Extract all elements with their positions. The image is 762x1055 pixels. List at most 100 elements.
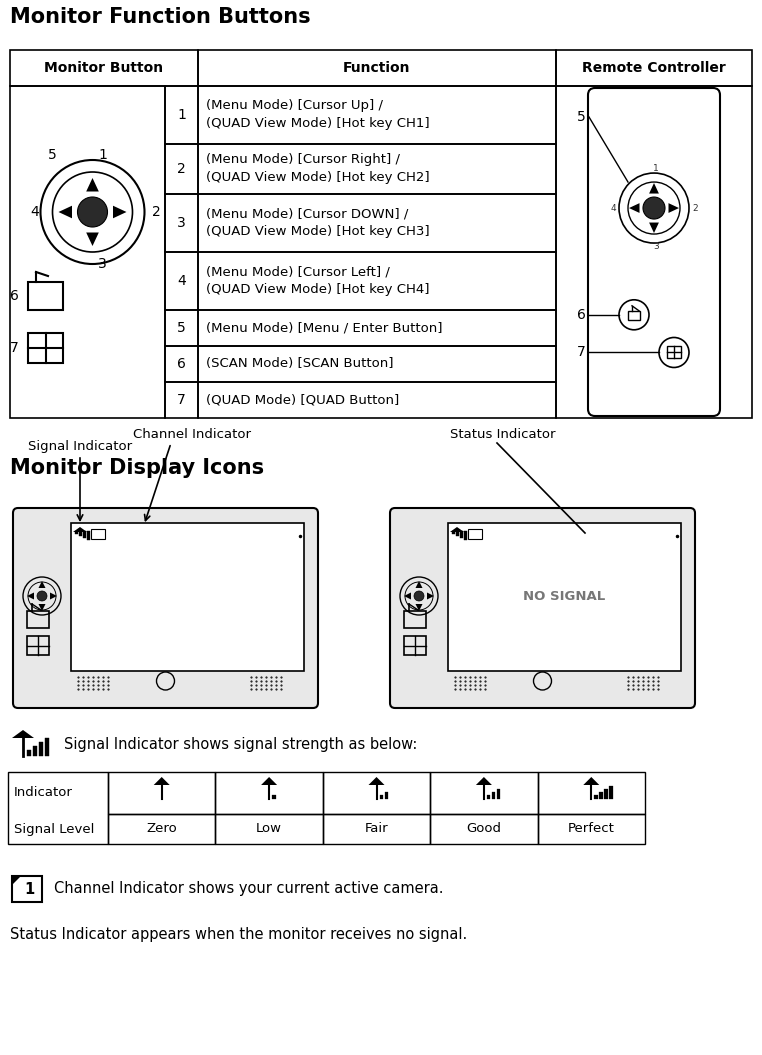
Bar <box>198 87 556 143</box>
Text: Low: Low <box>256 823 282 836</box>
Polygon shape <box>50 593 57 599</box>
Text: 6: 6 <box>577 308 585 322</box>
Bar <box>216 772 323 814</box>
Polygon shape <box>427 593 434 599</box>
Bar <box>456 531 459 536</box>
Polygon shape <box>12 876 21 885</box>
Bar <box>464 531 467 540</box>
Text: 5: 5 <box>577 110 585 124</box>
Bar <box>165 310 198 346</box>
Bar <box>497 789 501 799</box>
Polygon shape <box>261 776 277 785</box>
Bar <box>28 333 63 363</box>
Bar <box>604 789 608 799</box>
Bar <box>379 795 383 799</box>
Bar <box>165 87 198 143</box>
FancyBboxPatch shape <box>588 88 720 416</box>
Text: Signal Indicator: Signal Indicator <box>28 440 132 453</box>
Polygon shape <box>649 183 659 193</box>
Text: Remote Controller: Remote Controller <box>582 61 726 75</box>
Text: 5: 5 <box>48 148 57 162</box>
Text: (QUAD View Mode) [Hot key CH4]: (QUAD View Mode) [Hot key CH4] <box>206 284 430 296</box>
Text: Monitor Function Buttons: Monitor Function Buttons <box>10 7 311 27</box>
Bar <box>10 50 198 87</box>
Polygon shape <box>86 232 99 246</box>
Text: 5: 5 <box>177 321 186 335</box>
FancyBboxPatch shape <box>13 509 318 708</box>
Text: (QUAD View Mode) [Hot key CH2]: (QUAD View Mode) [Hot key CH2] <box>206 172 430 185</box>
Polygon shape <box>476 776 492 785</box>
Text: NO SIGNAL: NO SIGNAL <box>523 591 606 603</box>
Bar <box>198 143 556 194</box>
Bar <box>599 792 603 799</box>
Text: Monitor Button: Monitor Button <box>44 61 164 75</box>
Bar <box>556 87 752 418</box>
Polygon shape <box>649 223 659 233</box>
Bar <box>165 194 198 252</box>
Bar <box>448 523 681 671</box>
Bar <box>28 282 63 310</box>
Text: (Menu Mode) [Cursor Left] /: (Menu Mode) [Cursor Left] / <box>206 266 390 279</box>
Text: Function: Function <box>343 61 411 75</box>
Bar <box>492 792 495 799</box>
Text: Signal Level: Signal Level <box>14 823 94 836</box>
Bar <box>71 523 304 671</box>
Bar <box>404 636 426 655</box>
Polygon shape <box>39 605 46 611</box>
Text: (Menu Mode) [Cursor Right] /: (Menu Mode) [Cursor Right] / <box>206 153 400 167</box>
Bar <box>91 529 105 539</box>
Text: Status Indicator appears when the monitor receives no signal.: Status Indicator appears when the monito… <box>10 926 467 941</box>
Bar <box>538 814 645 844</box>
Bar <box>468 529 482 539</box>
Text: (QUAD View Mode) [Hot key CH1]: (QUAD View Mode) [Hot key CH1] <box>206 117 430 131</box>
Bar <box>79 531 82 536</box>
Text: (Menu Mode) [Menu / Enter Button]: (Menu Mode) [Menu / Enter Button] <box>206 322 443 334</box>
Bar <box>83 531 86 538</box>
Bar <box>39 742 43 756</box>
Bar <box>165 252 198 310</box>
Polygon shape <box>73 528 87 532</box>
Text: 1: 1 <box>24 882 34 897</box>
Bar <box>165 143 198 194</box>
Circle shape <box>414 591 424 601</box>
Text: Channel Indicator: Channel Indicator <box>133 428 251 441</box>
Text: Zero: Zero <box>146 823 177 836</box>
Text: (SCAN Mode) [SCAN Button]: (SCAN Mode) [SCAN Button] <box>206 358 393 370</box>
Bar <box>27 611 49 628</box>
Text: 1: 1 <box>177 108 186 122</box>
Text: Status Indicator: Status Indicator <box>450 428 555 441</box>
Bar <box>385 792 388 799</box>
Bar <box>198 310 556 346</box>
Polygon shape <box>415 581 422 588</box>
Bar <box>323 814 431 844</box>
Polygon shape <box>59 206 72 218</box>
Text: (QUAD View Mode) [Hot key CH3]: (QUAD View Mode) [Hot key CH3] <box>206 226 430 238</box>
Bar <box>272 795 276 799</box>
Bar <box>404 611 426 628</box>
Bar <box>12 876 42 902</box>
Bar <box>594 795 598 799</box>
Circle shape <box>37 591 47 601</box>
Text: (QUAD Mode) [QUAD Button]: (QUAD Mode) [QUAD Button] <box>206 394 399 406</box>
Polygon shape <box>668 204 679 213</box>
Circle shape <box>78 197 107 227</box>
Bar <box>165 346 198 382</box>
Text: 1: 1 <box>98 148 107 162</box>
Text: 6: 6 <box>10 289 18 303</box>
Polygon shape <box>404 593 411 599</box>
Bar <box>45 738 49 756</box>
Bar <box>198 252 556 310</box>
Polygon shape <box>415 605 422 611</box>
Text: 3: 3 <box>653 242 659 250</box>
Polygon shape <box>583 776 599 785</box>
Text: 3: 3 <box>177 216 186 230</box>
Bar <box>27 636 49 655</box>
Bar <box>198 382 556 418</box>
Bar <box>33 746 37 756</box>
Bar <box>108 814 216 844</box>
Bar <box>452 531 455 534</box>
Bar <box>628 311 640 320</box>
Polygon shape <box>86 178 99 192</box>
Text: 3: 3 <box>98 257 107 271</box>
Text: Perfect: Perfect <box>568 823 615 836</box>
